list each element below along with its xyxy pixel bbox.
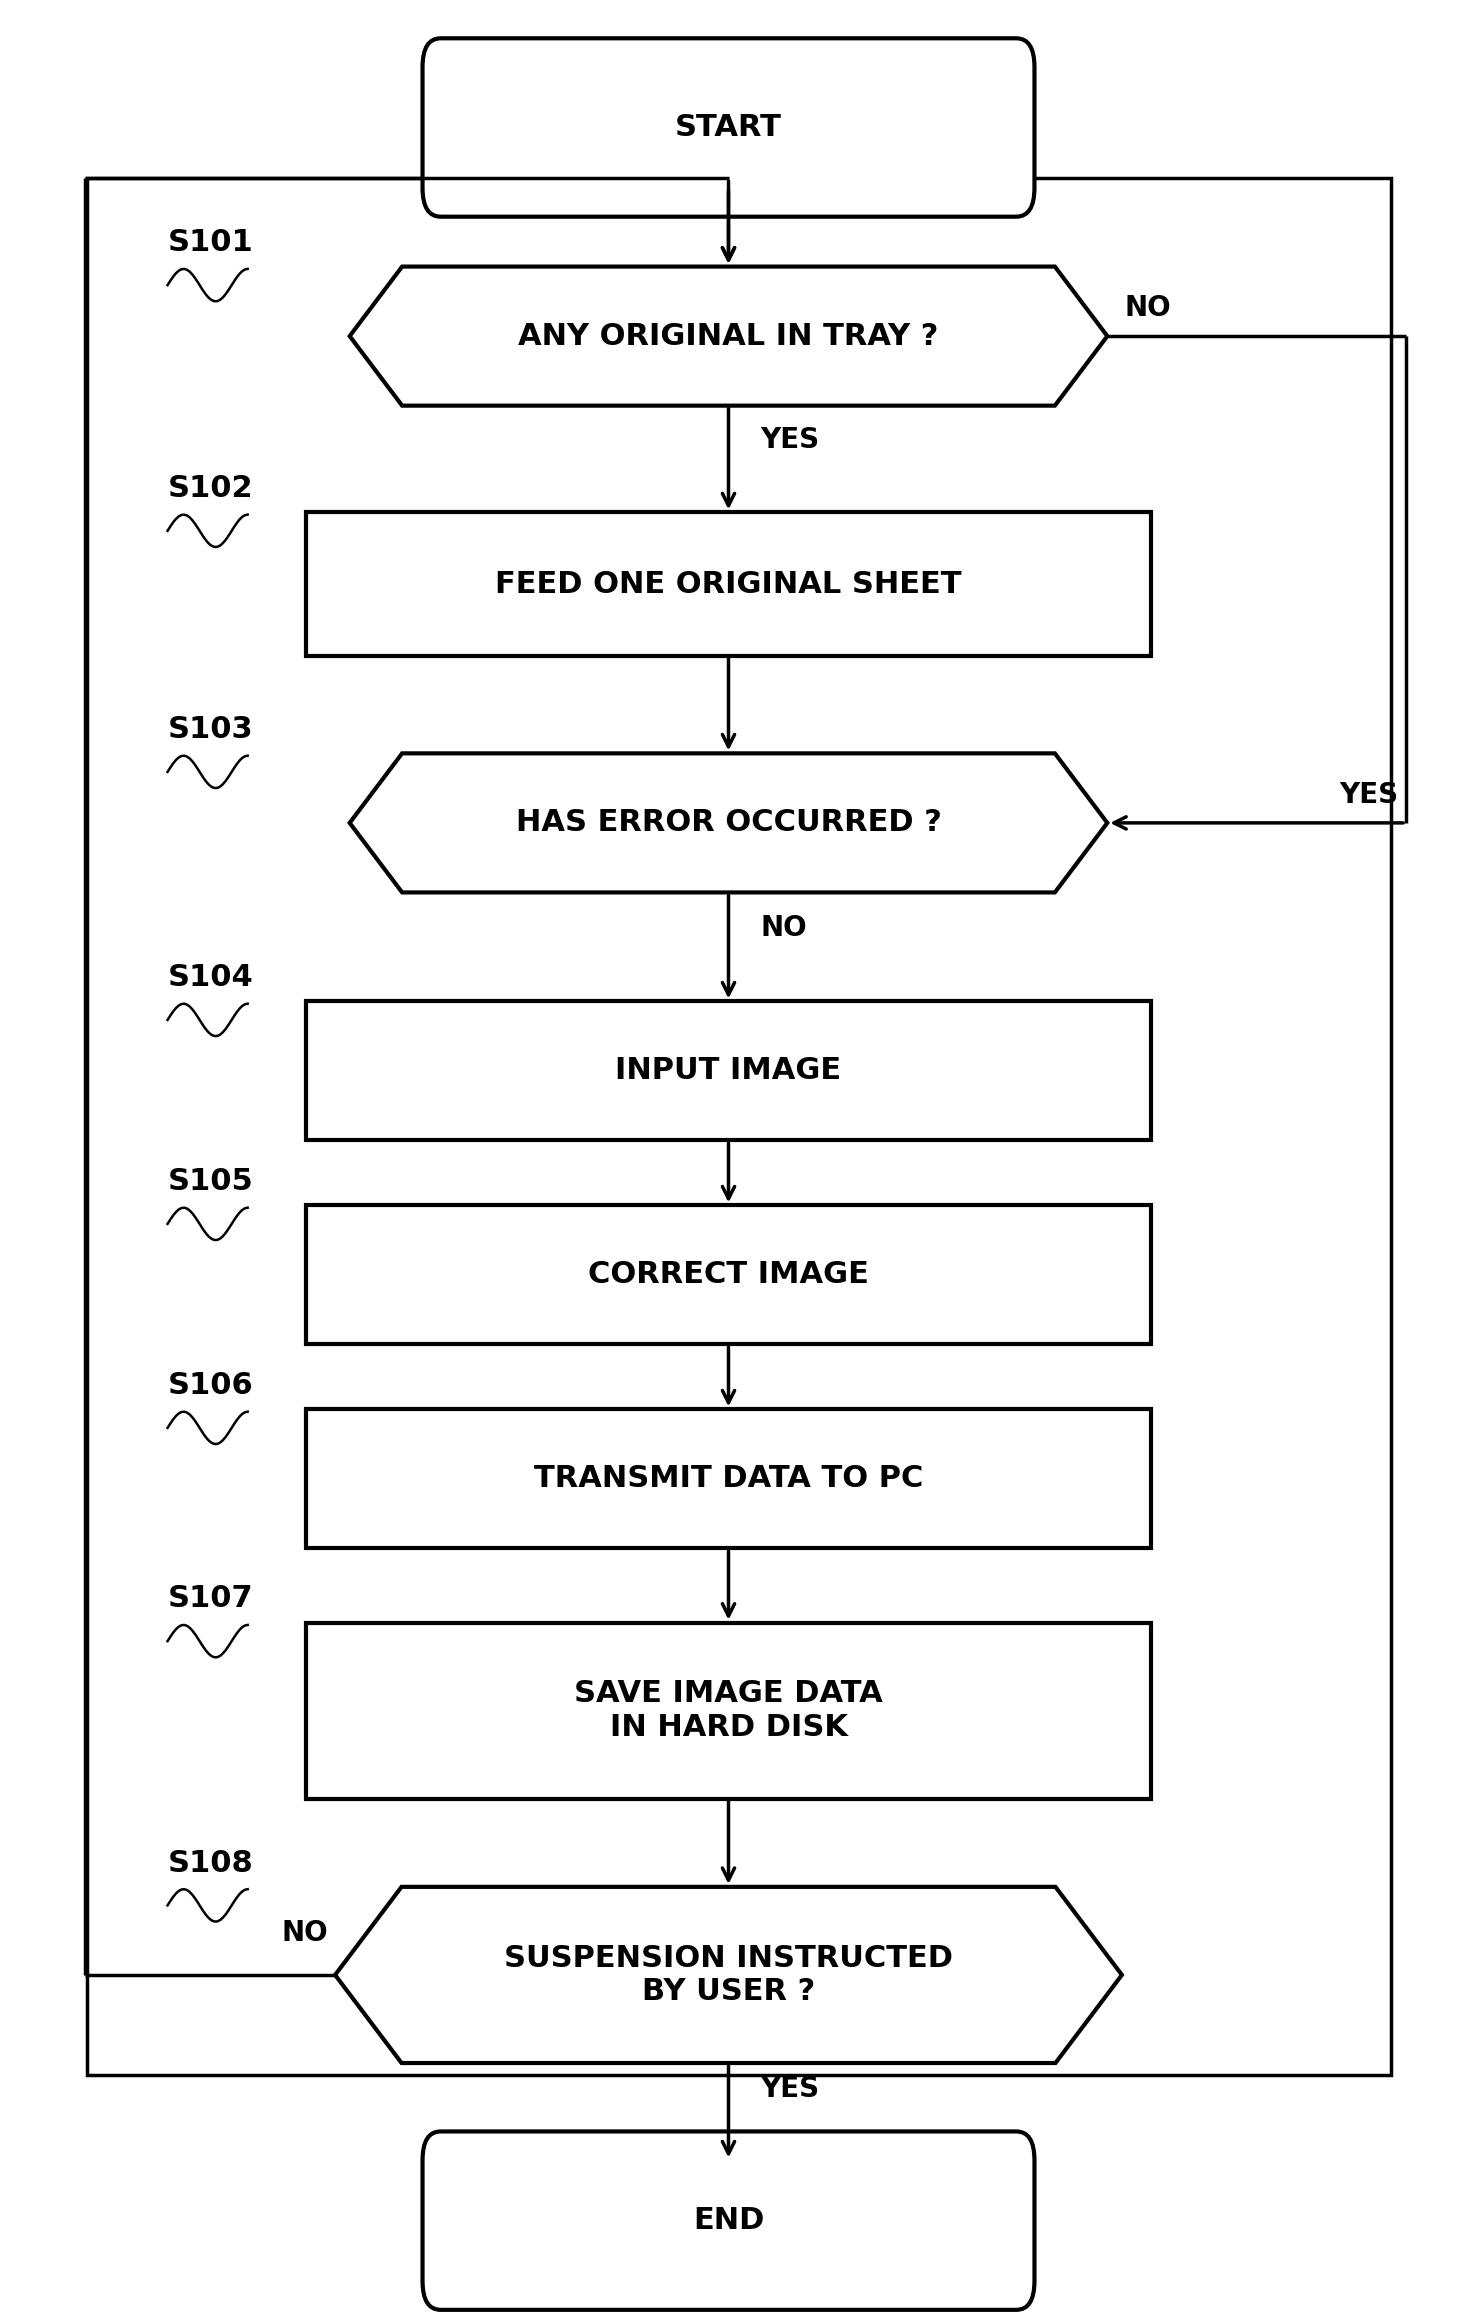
Text: S108: S108 <box>168 1847 254 1878</box>
FancyBboxPatch shape <box>423 2133 1034 2309</box>
Polygon shape <box>350 753 1107 892</box>
Text: YES: YES <box>1339 781 1399 809</box>
Text: END: END <box>694 2207 763 2235</box>
Text: S102: S102 <box>168 473 254 503</box>
Text: ANY ORIGINAL IN TRAY ?: ANY ORIGINAL IN TRAY ? <box>519 322 938 350</box>
Bar <box>306 1001 1151 1140</box>
Text: YES: YES <box>761 2075 820 2102</box>
Polygon shape <box>350 267 1107 406</box>
Text: NO: NO <box>1125 294 1171 322</box>
Text: START: START <box>675 114 782 141</box>
FancyBboxPatch shape <box>423 39 1034 216</box>
Text: SUSPENSION INSTRUCTED
BY USER ?: SUSPENSION INSTRUCTED BY USER ? <box>504 1942 953 2007</box>
Text: CORRECT IMAGE: CORRECT IMAGE <box>589 1261 868 1289</box>
Text: FEED ONE ORIGINAL SHEET: FEED ONE ORIGINAL SHEET <box>495 570 962 598</box>
Bar <box>306 512 1151 656</box>
Bar <box>87 178 1391 2075</box>
Text: SAVE IMAGE DATA
IN HARD DISK: SAVE IMAGE DATA IN HARD DISK <box>574 1678 883 1743</box>
Text: S104: S104 <box>168 962 254 992</box>
Text: S101: S101 <box>168 227 254 257</box>
Text: NO: NO <box>281 1919 328 1947</box>
Text: YES: YES <box>761 427 820 454</box>
Text: HAS ERROR OCCURRED ?: HAS ERROR OCCURRED ? <box>516 809 941 837</box>
Text: S106: S106 <box>168 1370 254 1400</box>
Bar <box>306 1409 1151 1548</box>
Text: S103: S103 <box>168 714 254 744</box>
Text: NO: NO <box>761 913 807 943</box>
Text: INPUT IMAGE: INPUT IMAGE <box>615 1057 842 1085</box>
Polygon shape <box>335 1887 1122 2063</box>
Bar <box>306 1623 1151 1799</box>
Text: S105: S105 <box>168 1166 254 1196</box>
Bar <box>306 1205 1151 1344</box>
Text: S107: S107 <box>168 1583 254 1613</box>
Text: TRANSMIT DATA TO PC: TRANSMIT DATA TO PC <box>533 1465 924 1493</box>
